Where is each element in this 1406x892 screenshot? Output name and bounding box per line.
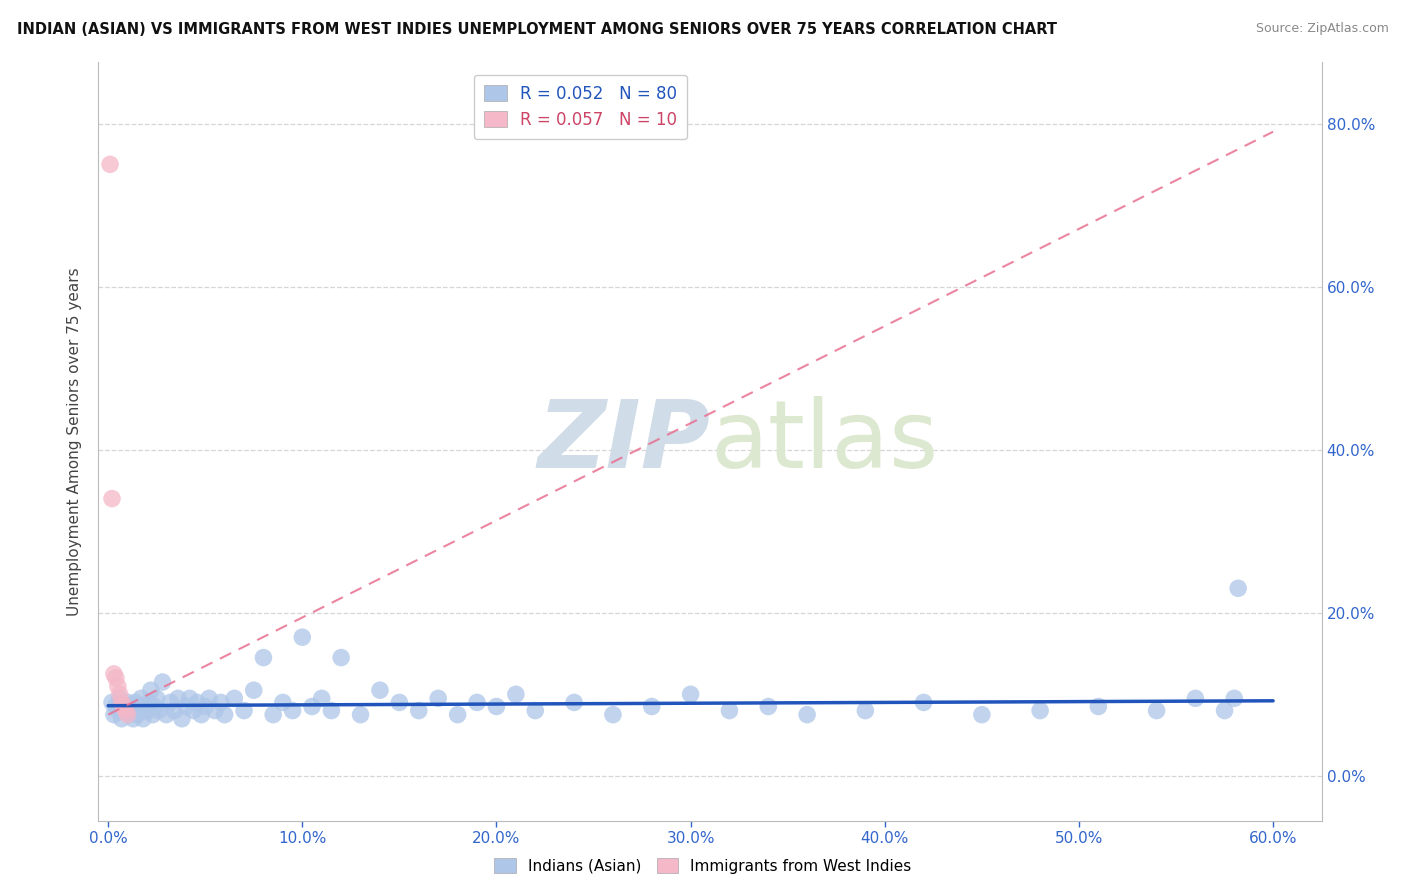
Point — [562, 695, 585, 709]
Text: atlas: atlas — [710, 395, 938, 488]
Point — [118, 707, 141, 722]
Point — [204, 704, 226, 718]
Point — [194, 699, 217, 714]
Point — [108, 687, 131, 701]
Point — [233, 704, 256, 718]
Y-axis label: Unemployment Among Seniors over 75 years: Unemployment Among Seniors over 75 years — [67, 268, 83, 615]
Point — [262, 707, 284, 722]
Point — [107, 704, 129, 718]
Point — [183, 704, 205, 718]
Point — [134, 699, 156, 714]
Point — [179, 691, 201, 706]
Point — [98, 157, 121, 171]
Point — [271, 695, 294, 709]
Point — [112, 699, 135, 714]
Point — [1227, 582, 1250, 596]
Point — [1146, 704, 1168, 718]
Point — [117, 707, 139, 722]
Point — [853, 704, 876, 718]
Point — [291, 630, 314, 644]
Point — [796, 707, 818, 722]
Point — [214, 707, 236, 722]
Point — [368, 683, 391, 698]
Point — [252, 650, 274, 665]
Point — [155, 707, 177, 722]
Point — [1223, 691, 1246, 706]
Point — [136, 704, 159, 718]
Point — [163, 704, 186, 718]
Point — [524, 704, 547, 718]
Point — [174, 699, 197, 714]
Point — [114, 704, 136, 718]
Point — [465, 695, 488, 709]
Point — [128, 699, 150, 714]
Point — [127, 707, 149, 722]
Text: ZIP: ZIP — [537, 395, 710, 488]
Point — [112, 699, 135, 714]
Point — [330, 650, 353, 665]
Point — [388, 695, 411, 709]
Point — [446, 707, 468, 722]
Point — [1087, 699, 1109, 714]
Point — [1184, 691, 1206, 706]
Point — [505, 687, 527, 701]
Point — [159, 695, 181, 709]
Point — [139, 683, 162, 698]
Point — [970, 707, 993, 722]
Point — [602, 707, 624, 722]
Point — [167, 691, 190, 706]
Point — [111, 695, 134, 709]
Point — [108, 691, 131, 706]
Point — [103, 666, 125, 681]
Point — [101, 695, 124, 709]
Legend: Indians (Asian), Immigrants from West Indies: Indians (Asian), Immigrants from West In… — [488, 852, 918, 880]
Point — [122, 712, 145, 726]
Point — [103, 707, 125, 722]
Point — [198, 691, 221, 706]
Point — [142, 707, 165, 722]
Point — [145, 691, 167, 706]
Point — [124, 695, 146, 709]
Point — [129, 691, 152, 706]
Point — [152, 675, 174, 690]
Point — [756, 699, 779, 714]
Point — [143, 699, 166, 714]
Point — [679, 687, 702, 701]
Text: INDIAN (ASIAN) VS IMMIGRANTS FROM WEST INDIES UNEMPLOYMENT AMONG SENIORS OVER 75: INDIAN (ASIAN) VS IMMIGRANTS FROM WEST I… — [17, 22, 1057, 37]
Point — [120, 699, 142, 714]
Point — [242, 683, 264, 698]
Text: Source: ZipAtlas.com: Source: ZipAtlas.com — [1256, 22, 1389, 36]
Point — [117, 695, 139, 709]
Point — [107, 679, 129, 693]
Point — [349, 707, 371, 722]
Point — [427, 691, 450, 706]
Point — [912, 695, 935, 709]
Legend: R = 0.052   N = 80, R = 0.057   N = 10: R = 0.052 N = 80, R = 0.057 N = 10 — [474, 75, 688, 139]
Point — [101, 491, 124, 506]
Point — [408, 704, 430, 718]
Point — [321, 704, 343, 718]
Point — [485, 699, 508, 714]
Point — [311, 691, 333, 706]
Point — [138, 695, 160, 709]
Point — [301, 699, 323, 714]
Point — [718, 704, 741, 718]
Point — [170, 712, 193, 726]
Point — [148, 704, 170, 718]
Point — [132, 712, 155, 726]
Point — [641, 699, 664, 714]
Point — [186, 695, 208, 709]
Point — [224, 691, 246, 706]
Point — [104, 699, 127, 714]
Point — [1029, 704, 1052, 718]
Point — [114, 704, 136, 718]
Point — [1213, 704, 1236, 718]
Point — [281, 704, 304, 718]
Point — [104, 671, 127, 685]
Point — [111, 712, 134, 726]
Point — [209, 695, 232, 709]
Point — [190, 707, 212, 722]
